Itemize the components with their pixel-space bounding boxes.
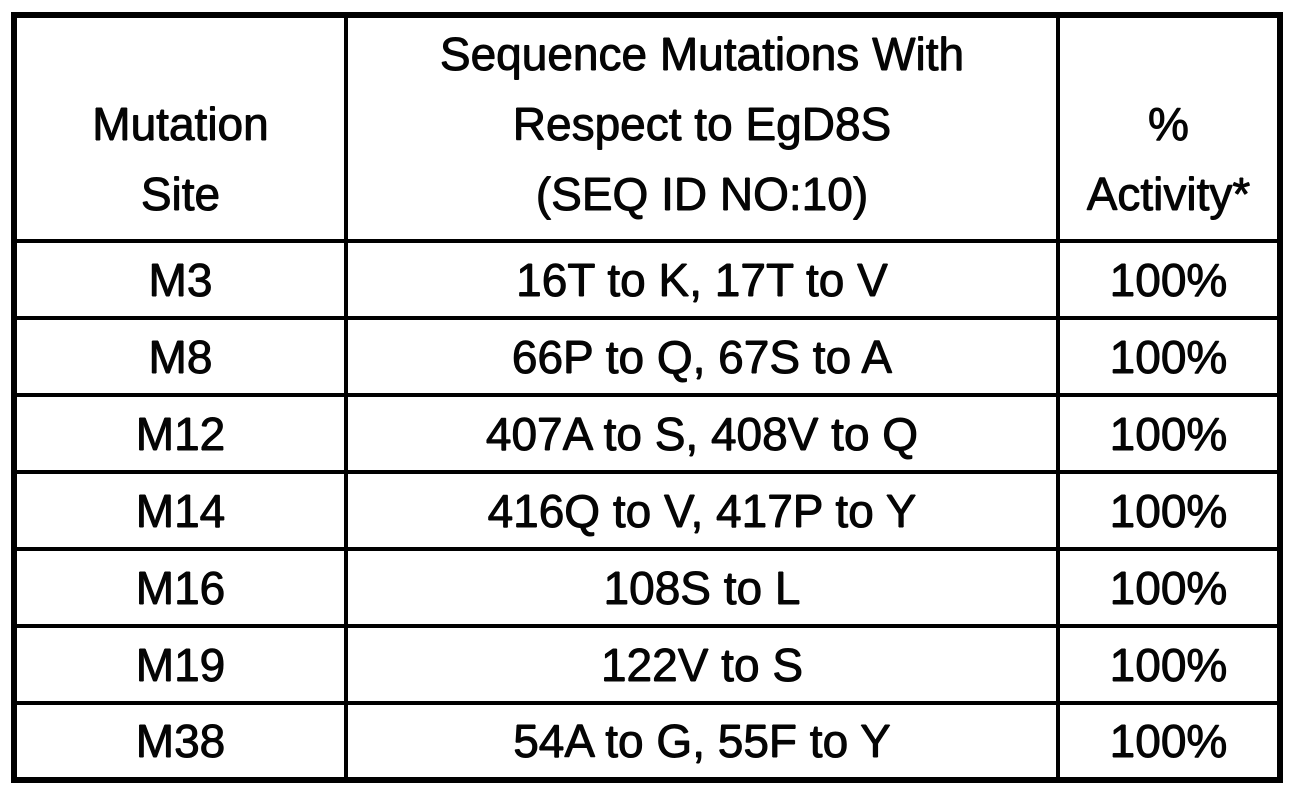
- mutation-site-cell: M14: [12, 470, 348, 551]
- mutation-site-cell: M3: [12, 239, 348, 320]
- mutation-site-cell: M38: [12, 701, 348, 782]
- header-percent-activity-line2: Activity*: [1086, 168, 1251, 220]
- header-mutation-site-line2: Site: [140, 168, 221, 220]
- table-row: M38 54A to G, 55F to Y 100%: [12, 701, 1282, 782]
- mutation-site-cell: M12: [12, 393, 348, 474]
- mutation-site-cell: M19: [12, 624, 348, 705]
- header-percent-activity-line1: %: [1148, 98, 1189, 150]
- table-row: M19 122V to S 100%: [12, 624, 1282, 705]
- header-sequence-mutations-line2: Respect to EgD8S: [512, 98, 892, 150]
- table-body: M3 16T to K, 17T to V 100% M8 66P to Q, …: [12, 239, 1282, 782]
- header-row: Mutation Site Sequence Mutations With Re…: [12, 13, 1282, 243]
- header-sequence-mutations-line1: Sequence Mutations With: [439, 28, 965, 80]
- activity-cell: 100%: [1056, 393, 1282, 474]
- header-sequence-mutations: Sequence Mutations With Respect to EgD8S…: [344, 13, 1060, 243]
- mutations-cell: 416Q to V, 417P to Y: [344, 470, 1060, 551]
- header-sequence-mutations-line3: (SEQ ID NO:10): [535, 168, 869, 220]
- mutations-cell: 122V to S: [344, 624, 1060, 705]
- mutation-activity-table: Mutation Site Sequence Mutations With Re…: [11, 12, 1283, 783]
- table-row: M8 66P to Q, 67S to A 100%: [12, 316, 1282, 397]
- table-row: M16 108S to L 100%: [12, 547, 1282, 628]
- mutations-cell: 54A to G, 55F to Y: [344, 701, 1060, 782]
- mutations-cell: 407A to S, 408V to Q: [344, 393, 1060, 474]
- activity-cell: 100%: [1056, 624, 1282, 705]
- mutation-site-cell: M8: [12, 316, 348, 397]
- table-row: M12 407A to S, 408V to Q 100%: [12, 393, 1282, 474]
- mutations-cell: 16T to K, 17T to V: [344, 239, 1060, 320]
- activity-cell: 100%: [1056, 701, 1282, 782]
- activity-cell: 100%: [1056, 316, 1282, 397]
- header-mutation-site: Mutation Site: [12, 13, 348, 243]
- activity-cell: 100%: [1056, 239, 1282, 320]
- table-row: M3 16T to K, 17T to V 100%: [12, 239, 1282, 320]
- header-mutation-site-line1: Mutation: [92, 98, 269, 150]
- mutations-cell: 66P to Q, 67S to A: [344, 316, 1060, 397]
- activity-cell: 100%: [1056, 547, 1282, 628]
- mutation-site-cell: M16: [12, 547, 348, 628]
- header-percent-activity: % Activity*: [1056, 13, 1282, 243]
- mutations-cell: 108S to L: [344, 547, 1060, 628]
- activity-cell: 100%: [1056, 470, 1282, 551]
- table-header: Mutation Site Sequence Mutations With Re…: [12, 13, 1282, 243]
- table-row: M14 416Q to V, 417P to Y 100%: [12, 470, 1282, 551]
